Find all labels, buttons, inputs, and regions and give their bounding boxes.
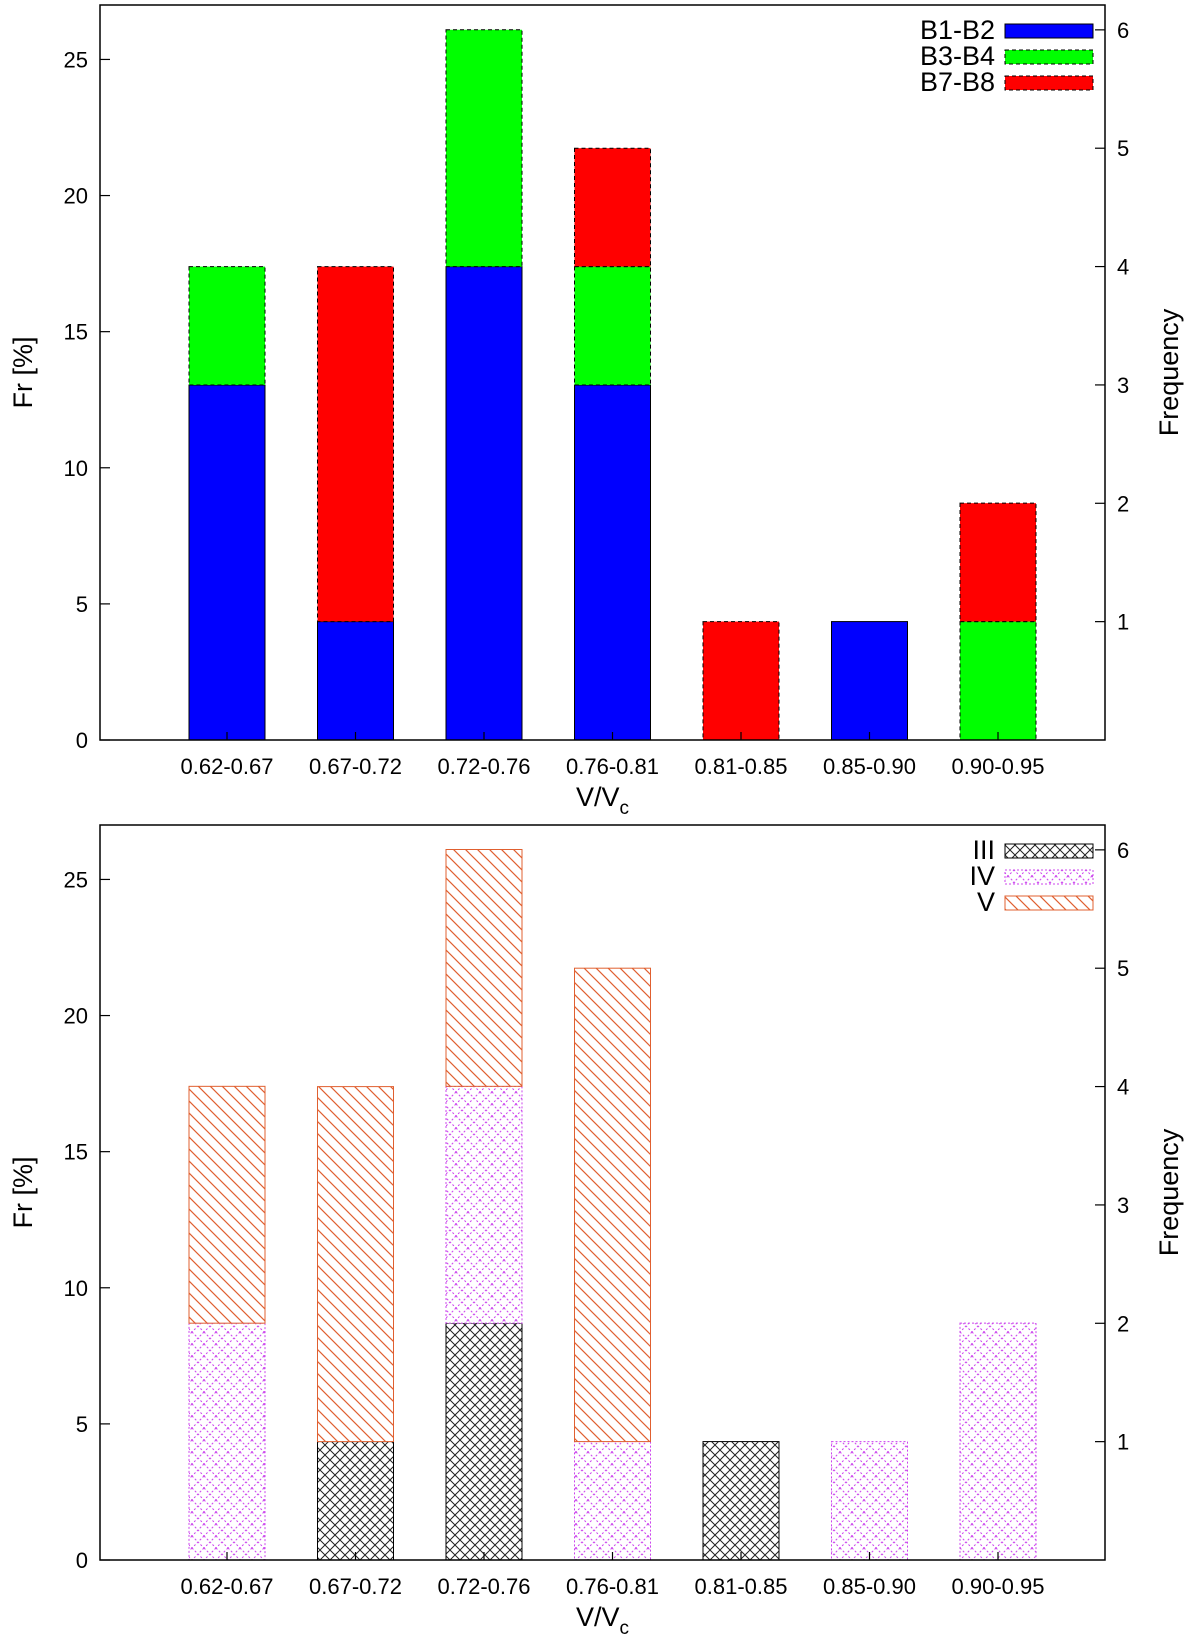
x-axis-label-subscript: c [620, 798, 630, 819]
y2-tick-label: 6 [1117, 838, 1129, 863]
bar-b3-b4-0.72-0.76 [445, 29, 523, 268]
y2-tick-label: 4 [1117, 1075, 1129, 1100]
x-tick-label: 0.76-0.81 [566, 754, 659, 779]
bar-v-0.62-0.67 [188, 1085, 266, 1324]
bar-b3-b4-0.62-0.67 [188, 266, 266, 386]
y-tick-label: 0 [76, 728, 88, 753]
y2-axis-label: Frequency [1154, 308, 1184, 436]
x-tick-label: 0.81-0.85 [695, 754, 788, 779]
x-tick-label: 0.62-0.67 [181, 754, 274, 779]
x-tick-label: 0.62-0.67 [181, 1574, 274, 1599]
legend-label-b3-b4: B3-B4 [920, 41, 995, 71]
bar-b1-b2-0.62-0.67 [188, 384, 266, 741]
bar-b1-b2-0.85-0.90 [831, 621, 908, 741]
bar-v-0.67-0.72 [317, 1086, 394, 1443]
y-tick-label: 15 [64, 320, 88, 345]
bar-b7-b8-0.67-0.72 [317, 266, 394, 623]
legend-swatch-b3-b4 [1004, 49, 1094, 65]
legend-label-b1-b2: B1-B2 [920, 15, 995, 45]
x-tick-label: 0.90-0.95 [952, 754, 1045, 779]
bar-iii-0.67-0.72 [317, 1441, 394, 1561]
legend-swatch-iv [1004, 869, 1094, 885]
x-axis-label-subscript: c [620, 1618, 630, 1639]
plot-frame [99, 824, 1106, 1561]
y2-tick-label: 1 [1117, 1430, 1129, 1455]
bar-iv-0.76-0.81 [574, 1441, 651, 1561]
x-tick-label: 0.85-0.90 [823, 754, 916, 779]
x-tick-label: 0.67-0.72 [309, 1574, 402, 1599]
legend-label-iv: IV [969, 861, 995, 891]
bar-iv-0.85-0.90 [831, 1441, 908, 1561]
y2-tick-label: 3 [1117, 1193, 1129, 1218]
x-axis-label: V/Vc [576, 782, 629, 819]
chart-panel-2: 0 5 10 15 20 25 1 2 3 4 5 6 0.62-0.67 0.67-0.72 0.72-0… [8, 824, 1184, 1639]
bar-b7-b8-0.76-0.81 [574, 147, 651, 268]
x-tick-label: 0.76-0.81 [566, 1574, 659, 1599]
y-tick-label: 5 [76, 592, 88, 617]
x-tick-label: 0.72-0.76 [438, 1574, 531, 1599]
y-tick-label: 0 [76, 1548, 88, 1573]
bar-v-0.76-0.81 [574, 967, 651, 1443]
y-tick-label: 20 [64, 1004, 88, 1029]
bar-iii-0.81-0.85 [702, 1441, 780, 1561]
legend-swatch-iii [1004, 843, 1094, 859]
bar-b3-b4-0.90-0.95 [959, 621, 1037, 741]
y2-tick-label: 6 [1117, 18, 1129, 43]
bar-iv-0.62-0.67 [188, 1322, 266, 1561]
y-tick-label: 20 [64, 184, 88, 209]
bar-iii-0.72-0.76 [445, 1322, 523, 1561]
y2-tick-label: 2 [1117, 491, 1129, 516]
bar-v-0.72-0.76 [445, 849, 523, 1087]
bar-iv-0.90-0.95 [959, 1322, 1037, 1561]
legend-label-b7-b8: B7-B8 [920, 67, 995, 97]
legend-swatch-b7-b8 [1004, 75, 1094, 91]
y-tick-label: 15 [64, 1140, 88, 1165]
legend-label-v: V [977, 887, 995, 917]
y-axis-label: Fr [%] [8, 337, 38, 409]
x-tick-label: 0.90-0.95 [952, 1574, 1045, 1599]
y-axis-label: Fr [%] [8, 1157, 38, 1229]
y2-tick-label: 5 [1117, 956, 1129, 981]
y-tick-label: 5 [76, 1412, 88, 1437]
legend-label-iii: III [972, 835, 995, 865]
bar-b7-b8-0.81-0.85 [702, 621, 780, 741]
bar-b1-b2-0.67-0.72 [317, 621, 394, 741]
bar-iv-0.72-0.76 [445, 1085, 523, 1324]
x-tick-label: 0.72-0.76 [438, 754, 531, 779]
x-tick-label: 0.85-0.90 [823, 1574, 916, 1599]
bar-b1-b2-0.72-0.76 [445, 266, 523, 741]
y2-tick-label: 5 [1117, 136, 1129, 161]
bar-b1-b2-0.76-0.81 [574, 384, 651, 741]
legend-swatch-v [1004, 895, 1094, 911]
legend-swatch-b1-b2 [1004, 23, 1094, 39]
y2-tick-label: 2 [1117, 1311, 1129, 1336]
chart-panel-1: 0 5 10 15 20 25 1 2 3 4 5 6 0.62-0.67 0.67-0.72 0.72-0… [8, 4, 1184, 819]
y2-tick-label: 4 [1117, 255, 1129, 280]
y-tick-label: 10 [64, 456, 88, 481]
x-tick-label: 0.67-0.72 [309, 754, 402, 779]
bar-b7-b8-0.90-0.95 [959, 502, 1037, 623]
y-tick-label: 25 [64, 47, 88, 72]
y2-tick-label: 1 [1117, 610, 1129, 635]
y2-tick-label: 3 [1117, 373, 1129, 398]
y-tick-label: 25 [64, 867, 88, 892]
x-axis-label: V/Vc [576, 1602, 629, 1639]
bar-b3-b4-0.76-0.81 [574, 266, 651, 386]
y-tick-label: 10 [64, 1276, 88, 1301]
x-tick-label: 0.81-0.85 [695, 1574, 788, 1599]
plot-frame [99, 4, 1106, 741]
y2-axis-label: Frequency [1154, 1128, 1184, 1256]
